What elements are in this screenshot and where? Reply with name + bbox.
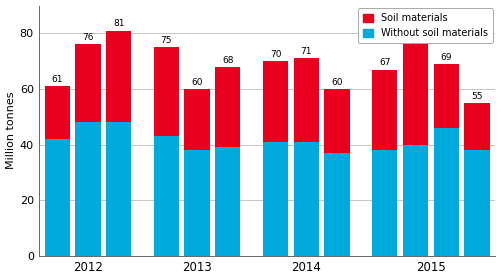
Bar xyxy=(464,150,489,256)
Bar xyxy=(294,142,319,256)
Text: 70: 70 xyxy=(270,50,281,59)
Bar xyxy=(106,122,131,256)
Text: 69: 69 xyxy=(440,53,452,62)
Bar xyxy=(403,42,428,145)
Bar xyxy=(325,89,350,153)
Legend: Soil materials, Without soil materials: Soil materials, Without soil materials xyxy=(358,8,492,43)
Bar xyxy=(184,150,210,256)
Bar xyxy=(263,142,288,256)
Text: 60: 60 xyxy=(191,78,203,87)
Text: 75: 75 xyxy=(161,36,172,45)
Bar xyxy=(325,153,350,256)
Text: 68: 68 xyxy=(222,55,233,64)
Text: 60: 60 xyxy=(331,78,343,87)
Bar xyxy=(154,136,179,256)
Bar xyxy=(403,145,428,256)
Text: 71: 71 xyxy=(301,47,312,56)
Bar xyxy=(294,59,319,142)
Bar xyxy=(75,45,101,122)
Text: 77: 77 xyxy=(410,31,421,39)
Text: 76: 76 xyxy=(82,33,94,42)
Bar xyxy=(464,103,489,150)
Bar xyxy=(263,61,288,142)
Bar xyxy=(75,122,101,256)
Text: 67: 67 xyxy=(379,58,390,67)
Text: 81: 81 xyxy=(113,19,124,28)
Bar xyxy=(45,139,70,256)
Bar xyxy=(154,47,179,136)
Text: 61: 61 xyxy=(52,75,63,84)
Text: 55: 55 xyxy=(471,92,483,101)
Bar xyxy=(434,64,459,128)
Bar xyxy=(215,147,240,256)
Bar xyxy=(45,86,70,139)
Bar xyxy=(215,67,240,147)
Bar xyxy=(106,31,131,122)
Bar xyxy=(434,128,459,256)
Bar xyxy=(372,69,397,150)
Y-axis label: Million tonnes: Million tonnes xyxy=(6,92,16,169)
Bar xyxy=(372,150,397,256)
Bar xyxy=(184,89,210,150)
